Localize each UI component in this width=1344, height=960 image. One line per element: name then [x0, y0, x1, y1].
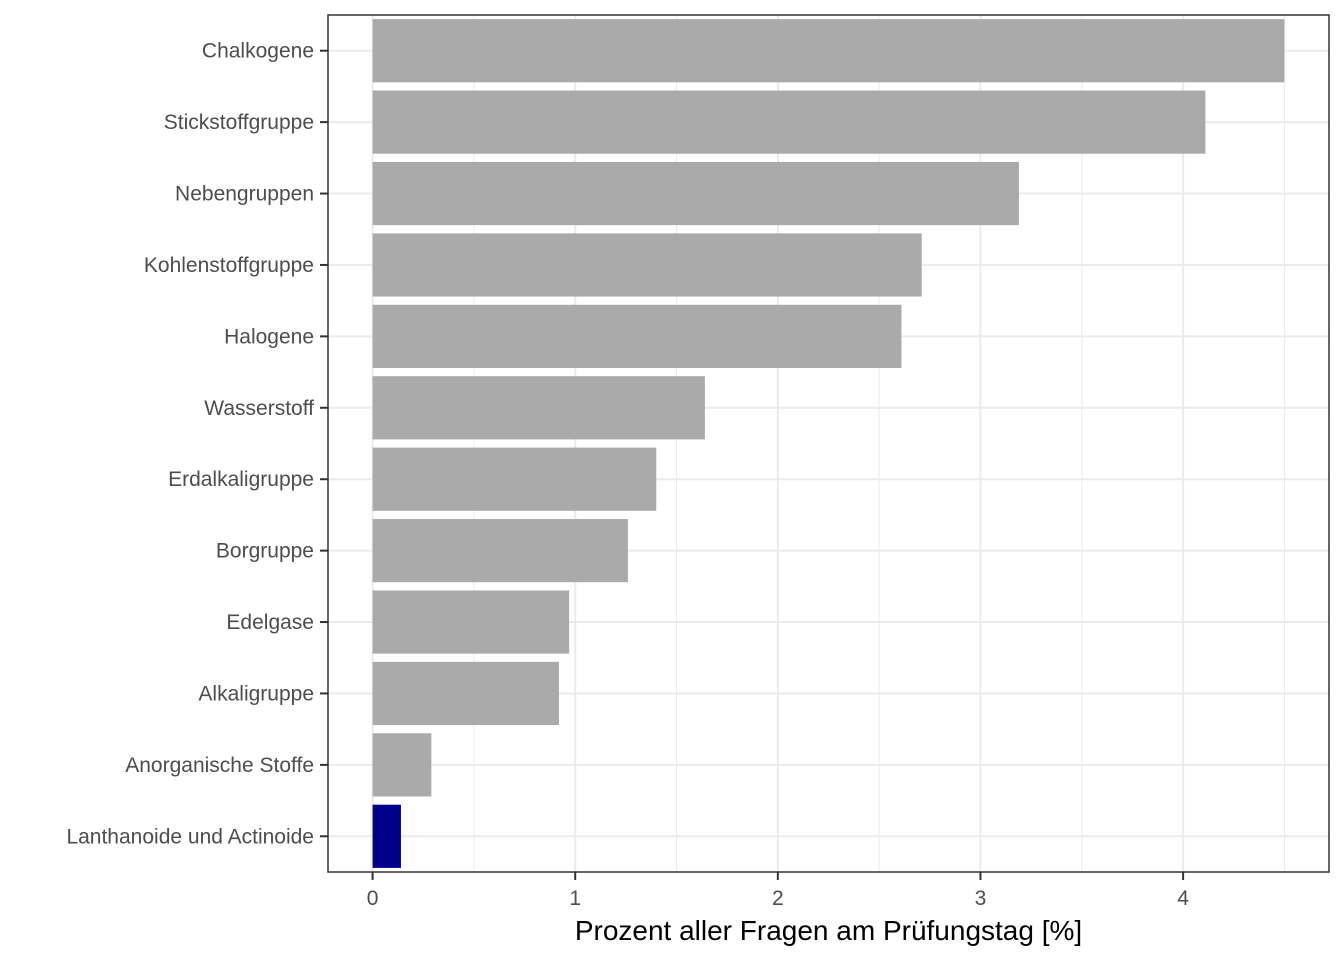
- x-tick-label: 3: [975, 887, 987, 910]
- bar: [372, 90, 1206, 154]
- y-tick-label: Halogene: [224, 325, 314, 348]
- plot-panel-border: [327, 14, 1330, 873]
- x-tick-label: 0: [367, 887, 379, 910]
- x-tick-label: 2: [772, 887, 784, 910]
- bar: [372, 161, 1019, 226]
- y-tick-label: Anorganische Stoffe: [125, 754, 314, 777]
- bar: [372, 304, 902, 368]
- bars: [372, 19, 1285, 868]
- grid-lines: [328, 15, 1329, 872]
- bar: [372, 447, 657, 511]
- bar: [372, 376, 705, 440]
- y-tick-label: Borgruppe: [216, 540, 314, 563]
- y-tick-label: Nebengruppen: [175, 183, 314, 206]
- y-tick-label: Wasserstoff: [204, 397, 314, 420]
- bar: [372, 733, 432, 797]
- y-tick-label: Edelgase: [226, 611, 314, 634]
- bar: [372, 19, 1285, 83]
- y-tick-label: Kohlenstoffgruppe: [144, 254, 314, 277]
- x-tick-label: 1: [569, 887, 581, 910]
- x-tick-label: 4: [1177, 887, 1189, 910]
- x-axis-title: Prozent aller Fragen am Prüfungstag [%]: [575, 915, 1082, 946]
- bar: [372, 804, 401, 868]
- bar: [372, 590, 570, 654]
- plot-panel: [328, 15, 1329, 872]
- y-tick-label: Erdalkaligruppe: [168, 468, 314, 491]
- y-tick-label: Lanthanoide und Actinoide: [66, 825, 314, 848]
- y-tick-label: Alkaligruppe: [198, 682, 314, 705]
- bar: [372, 233, 922, 297]
- x-axis: 0 1 2 3 4: [367, 872, 1189, 910]
- bar: [372, 519, 628, 583]
- y-tick-label: Stickstoffgruppe: [164, 111, 314, 134]
- y-axis: Chalkogene Stickstoffgruppe Nebengruppen Ko…: [66, 40, 328, 848]
- bar: [372, 661, 559, 726]
- y-tick-label: Chalkogene: [202, 40, 314, 63]
